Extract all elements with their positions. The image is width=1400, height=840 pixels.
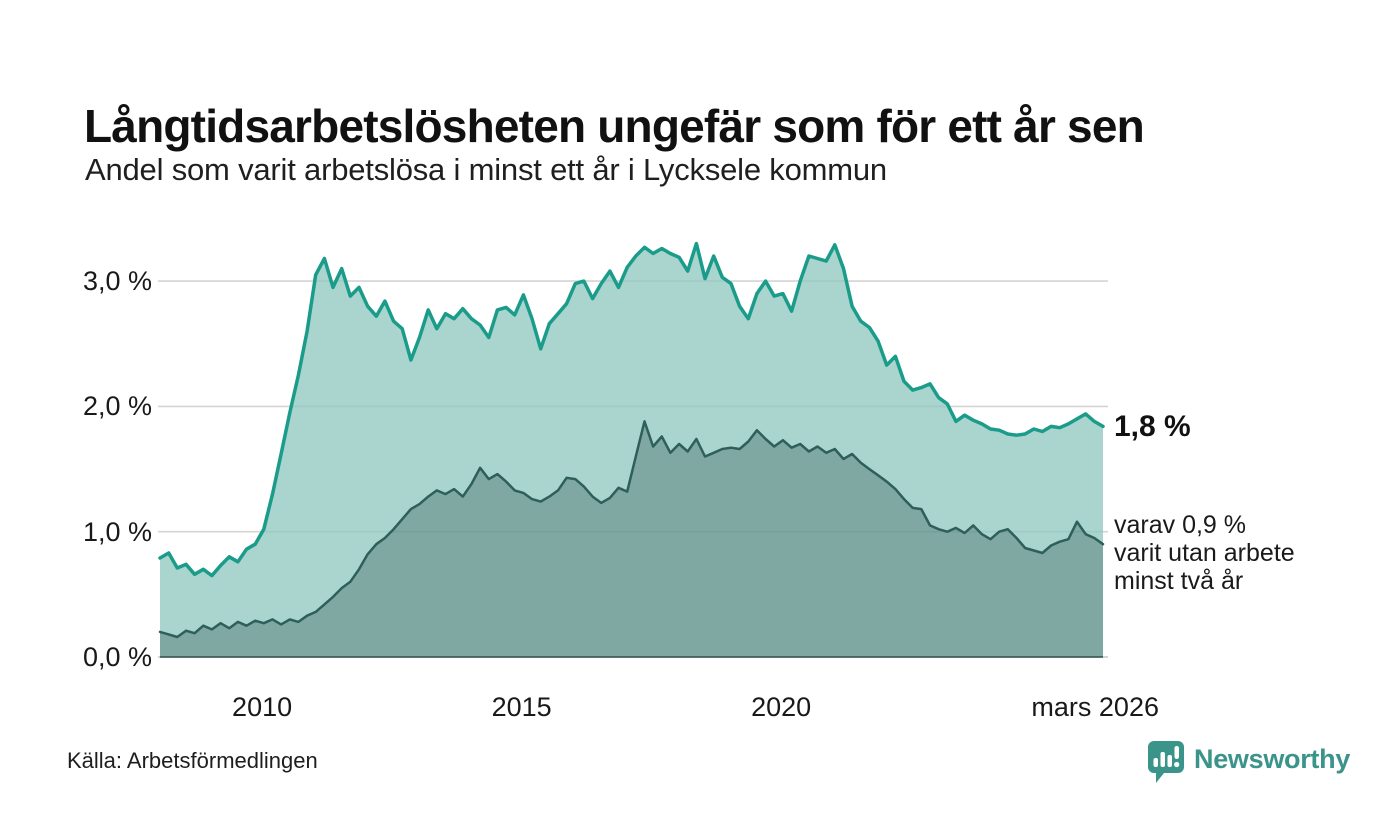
x-tick-label: 2015 xyxy=(491,692,552,722)
secondary-annotation: varav 0,9 % varit utan arbete minst två … xyxy=(1114,511,1295,595)
x-tick-label: 2010 xyxy=(232,692,293,722)
brand-name: Newsworthy xyxy=(1194,744,1351,774)
brand-logo: Newsworthy xyxy=(1146,740,1350,788)
y-tick-label: 2,0 % xyxy=(82,391,152,422)
secondary-annotation-line-1: varav 0,9 % xyxy=(1114,511,1247,539)
source-caption: Källa: Arbetsförmedlingen xyxy=(67,748,318,773)
x-tick-label: 2020 xyxy=(751,692,812,722)
chart-subtitle: Andel som varit arbetslösa i minst ett å… xyxy=(85,152,887,187)
newsworthy-icon xyxy=(1148,741,1184,783)
secondary-annotation-line-2: varit utan arbete xyxy=(1114,539,1295,567)
page-title: Långtidsarbetslösheten ungefär som för e… xyxy=(84,99,1145,152)
y-tick-label: 3,0 % xyxy=(82,266,152,297)
x-tick-label: mars 2026 xyxy=(1031,692,1159,722)
y-tick-label: 1,0 % xyxy=(82,516,152,547)
y-tick-label: 0,0 % xyxy=(82,642,152,672)
end-value-annotation: 1,8 % xyxy=(1114,410,1191,443)
secondary-annotation-line-3: minst två år xyxy=(1114,567,1244,595)
